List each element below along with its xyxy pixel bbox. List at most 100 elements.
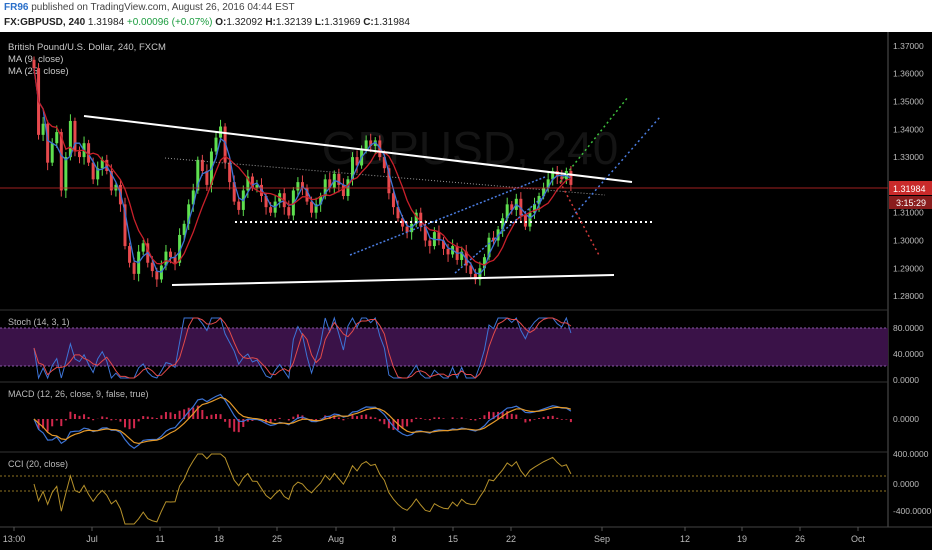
cci-line [33, 453, 572, 525]
candle-body [382, 157, 386, 169]
candle-body [473, 273, 477, 280]
candle-body [64, 157, 68, 191]
candle-body [223, 126, 227, 163]
candle-body [537, 196, 541, 205]
price-tick-label: 1.34000 [893, 124, 924, 134]
candle-body [419, 212, 423, 227]
moving-averages [33, 68, 572, 275]
candle-body [296, 182, 300, 191]
stoch-tick-label: 40.0000 [893, 349, 924, 359]
candle-body [269, 207, 273, 213]
candle-body [551, 171, 555, 180]
candle-body [50, 143, 54, 163]
candle-body [387, 168, 391, 194]
price-tick-label: 1.37000 [893, 41, 924, 51]
candle-body [510, 204, 514, 210]
candle-body [32, 59, 36, 69]
instrument-legend: British Pound/U.S. Dollar, 240, FXCM [8, 42, 166, 53]
chart-canvas[interactable]: GBPUSD, 240 British Pound/U.S. Dollar, 2… [0, 32, 932, 550]
candle-body [55, 132, 59, 144]
time-tick-label: Sep [594, 534, 610, 544]
candle-body [396, 207, 400, 219]
candle-body [128, 246, 132, 263]
candle-body [533, 204, 536, 213]
candle-body [100, 159, 104, 169]
bearish-projection[interactable] [559, 181, 601, 258]
candle-body [469, 265, 473, 274]
channel-line[interactable] [349, 176, 546, 256]
candle-body [300, 182, 304, 188]
candle-body [310, 201, 314, 213]
current-price-label: 1.31984 [893, 184, 926, 194]
candle-body [341, 184, 345, 197]
candle-body [442, 240, 445, 249]
candle-body [59, 132, 63, 191]
candle-body [414, 212, 418, 224]
candle-body [132, 262, 136, 274]
candle-body [123, 204, 127, 247]
macd-tick-label: 0.0000 [893, 414, 919, 424]
indicator-lines [33, 316, 572, 525]
candle-body [178, 234, 182, 263]
candle-body [355, 157, 359, 166]
candle-body [487, 237, 491, 258]
candle-body [482, 257, 486, 269]
time-tick-label: 11 [155, 534, 164, 544]
lower-trendline[interactable] [171, 274, 615, 286]
time-tick-label: 19 [737, 534, 747, 544]
candle-body [264, 196, 268, 208]
candle-body [255, 184, 259, 188]
ma-fast-line [33, 68, 572, 275]
publish-header: FR96 published on TradingView.com, Augus… [0, 0, 932, 32]
price-tick-label: 1.33000 [893, 152, 924, 162]
cci-tick-label: -400.0000 [893, 506, 932, 516]
price-tick-label: 1.35000 [893, 97, 924, 107]
candle-body [250, 176, 254, 188]
candle-body [237, 201, 241, 210]
high-label: H: [265, 17, 276, 28]
candle-body [41, 123, 45, 135]
last-price: 1.31984 [87, 17, 125, 28]
time-tick-label: 12 [680, 534, 690, 544]
time-tick-label: Aug [328, 534, 344, 544]
alt-projection[interactable] [571, 116, 661, 218]
open-label: O: [215, 17, 227, 28]
candle-body [401, 218, 405, 227]
candle-body [287, 207, 291, 216]
bullish-projection[interactable] [559, 96, 629, 183]
candle-body [428, 240, 432, 247]
candle-body [460, 251, 464, 260]
candle-body [200, 159, 204, 171]
publish-info: published on TradingView.com, August 26,… [31, 2, 295, 13]
candle-body [87, 143, 91, 163]
close-label: C: [363, 17, 374, 28]
candle-body [205, 171, 209, 185]
price-axis: 1.370001.360001.350001.340001.330001.320… [893, 41, 924, 301]
candle-body [155, 271, 159, 280]
candle-body [391, 193, 395, 208]
candle-body [519, 198, 523, 216]
candle-body [141, 243, 145, 252]
upper-trendline[interactable] [83, 115, 633, 183]
author-link[interactable]: FR96 [4, 2, 29, 13]
candle-body [78, 151, 81, 158]
time-tick-label: 22 [506, 534, 516, 544]
candle-body [328, 179, 332, 188]
candle-body [542, 187, 546, 197]
candle-body [150, 262, 154, 272]
candle-body [437, 232, 441, 241]
time-axis: 13:00 Jul 11 18 25 Aug 8 15 22 Sep 12 19 26 Oct [3, 527, 866, 544]
candle-body [423, 226, 427, 241]
candle-body [68, 120, 72, 158]
time-tick-label: 25 [272, 534, 282, 544]
candle-body [337, 173, 341, 185]
candle-body [505, 204, 509, 219]
price-tick-label: 1.29000 [893, 263, 924, 273]
time-tick-label: 13:00 [3, 534, 26, 544]
time-tick-label: 8 [391, 534, 396, 544]
candle-body [369, 140, 373, 146]
time-tick-label: Oct [851, 534, 866, 544]
candle-body [305, 187, 309, 202]
candle-body [501, 218, 505, 230]
candle-body [187, 204, 191, 224]
